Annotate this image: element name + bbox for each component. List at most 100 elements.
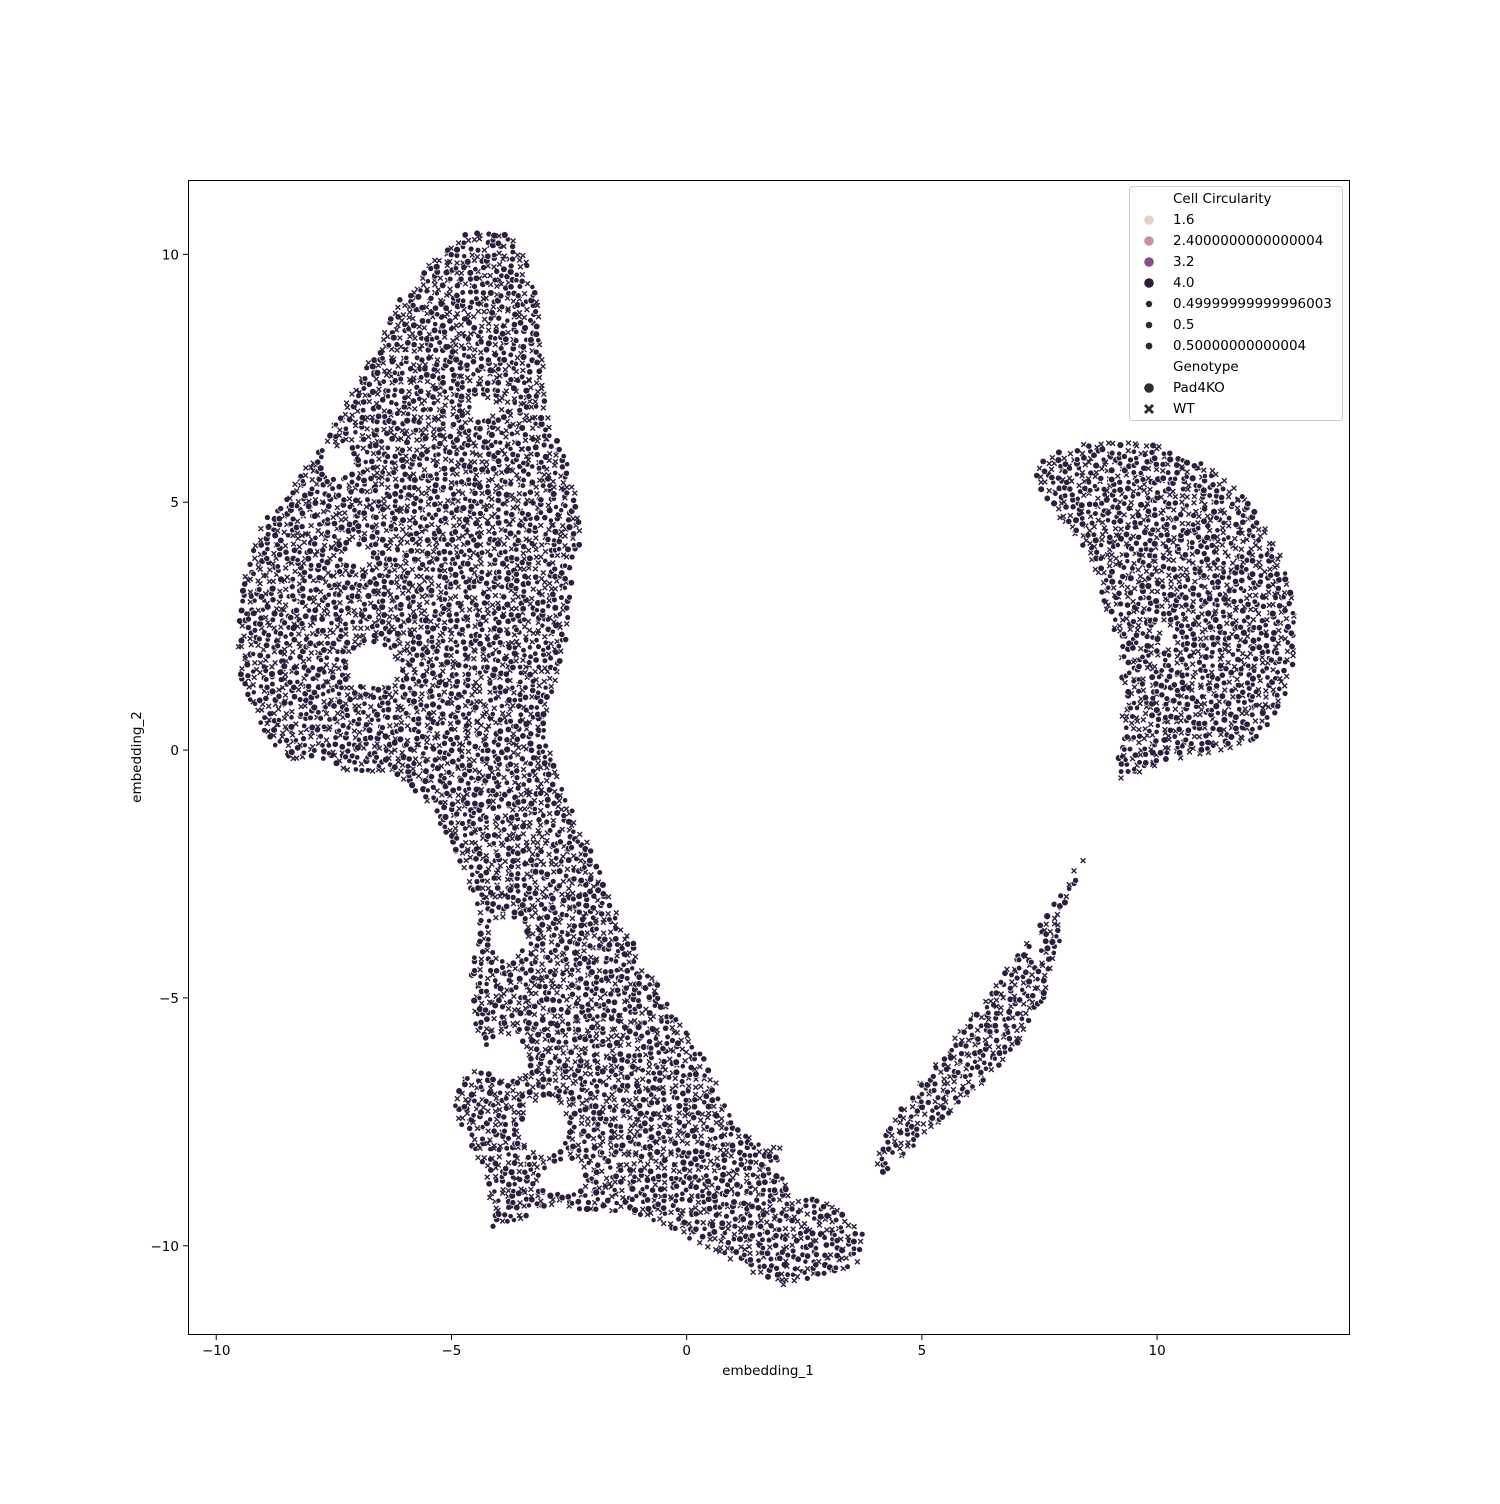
data-point-pad4ko (589, 1152, 597, 1160)
data-point-pad4ko (607, 968, 615, 975)
data-point-pad4ko (427, 342, 434, 349)
data-point-pad4ko (337, 414, 345, 422)
data-point-pad4ko (441, 775, 448, 782)
data-point-pad4ko (354, 754, 361, 761)
data-point-pad4ko (534, 934, 543, 943)
data-point-pad4ko (475, 849, 484, 858)
data-point-pad4ko (307, 587, 314, 594)
data-point-pad4ko (312, 534, 319, 542)
data-point-pad4ko (315, 709, 322, 716)
data-point-pad4ko (596, 869, 603, 876)
data-point-pad4ko (535, 1172, 542, 1179)
data-point-pad4ko (592, 1178, 600, 1186)
data-point-pad4ko (538, 901, 545, 908)
data-point-pad4ko (562, 469, 570, 477)
data-point-pad4ko (344, 579, 352, 587)
data-point-wt (326, 724, 333, 730)
data-point-pad4ko (519, 482, 527, 489)
data-point-pad4ko (527, 730, 535, 738)
data-point-pad4ko (532, 420, 539, 427)
data-point-pad4ko (343, 706, 350, 713)
data-point-wt (289, 732, 296, 738)
data-point-pad4ko (341, 474, 349, 481)
data-point-pad4ko (422, 793, 430, 801)
data-point-pad4ko (586, 856, 594, 865)
data-point-pad4ko (520, 647, 527, 654)
data-point-pad4ko (593, 1083, 600, 1090)
data-point-pad4ko (532, 348, 540, 356)
data-point-pad4ko (570, 875, 578, 883)
data-point-pad4ko (434, 311, 441, 318)
data-point-pad4ko (563, 1008, 572, 1016)
data-point-pad4ko (546, 827, 554, 834)
data-point-pad4ko (477, 801, 486, 809)
data-point-pad4ko (440, 464, 449, 473)
data-point-pad4ko (403, 438, 411, 446)
data-point-wt (315, 723, 321, 730)
data-point-pad4ko (635, 997, 642, 1004)
data-point-pad4ko (527, 856, 536, 865)
data-point-pad4ko (493, 967, 501, 975)
data-point-pad4ko (592, 1168, 601, 1176)
data-point-pad4ko (364, 496, 371, 503)
data-point-pad4ko (487, 1166, 495, 1174)
data-point-pad4ko (406, 685, 413, 692)
data-point-pad4ko (563, 912, 570, 919)
data-point-pad4ko (409, 301, 417, 309)
data-point-wt (246, 684, 252, 690)
data-point-pad4ko (462, 832, 469, 839)
data-point-pad4ko (570, 1109, 579, 1118)
data-point-pad4ko (631, 1206, 639, 1214)
data-point-pad4ko (492, 977, 499, 984)
data-point-pad4ko (470, 510, 478, 517)
data-point-wt (275, 637, 281, 643)
data-point-pad4ko (477, 1083, 485, 1091)
data-point-pad4ko (453, 810, 461, 818)
data-point-wt (281, 529, 288, 536)
data-point-pad4ko (488, 907, 496, 915)
data-point-pad4ko (467, 245, 475, 253)
data-point-wt (359, 566, 366, 573)
data-point-pad4ko (490, 640, 497, 646)
data-point-wt (323, 662, 330, 668)
data-point-wt (271, 625, 277, 631)
data-point-wt (355, 709, 362, 716)
data-point-pad4ko (555, 1087, 563, 1095)
data-point-pad4ko (432, 511, 439, 518)
data-point-pad4ko (403, 507, 411, 515)
data-point-wt (307, 733, 314, 740)
data-point-pad4ko (558, 937, 566, 945)
data-point-pad4ko (531, 889, 540, 898)
data-point-pad4ko (498, 303, 506, 311)
data-point-pad4ko (502, 335, 510, 343)
data-point-pad4ko (448, 800, 457, 808)
data-points-layer (235, 229, 1297, 1288)
data-point-pad4ko (329, 485, 336, 492)
data-point-wt (305, 531, 311, 537)
data-point-pad4ko (483, 1041, 490, 1048)
data-point-pad4ko (439, 637, 447, 645)
data-point-pad4ko (348, 478, 356, 486)
data-point-pad4ko (569, 966, 576, 974)
data-point-pad4ko (461, 645, 469, 653)
data-point-pad4ko (461, 450, 468, 458)
data-point-wt (342, 659, 349, 666)
data-point-pad4ko (476, 632, 483, 639)
data-point-pad4ko (304, 502, 313, 511)
data-point-pad4ko (505, 1180, 513, 1189)
data-point-pad4ko (630, 958, 638, 965)
data-point-pad4ko (521, 491, 528, 498)
data-point-pad4ko (340, 496, 348, 504)
data-point-pad4ko (354, 482, 360, 488)
data-point-wt (239, 665, 245, 672)
data-point-wt (330, 668, 336, 675)
data-point-pad4ko (612, 958, 620, 965)
data-point-wt (296, 640, 302, 647)
data-point-pad4ko (365, 726, 374, 734)
data-point-pad4ko (614, 941, 621, 948)
data-point-pad4ko (467, 288, 474, 296)
data-point-pad4ko (435, 506, 442, 513)
data-point-pad4ko (594, 1121, 602, 1128)
data-point-pad4ko (418, 317, 427, 325)
data-point-wt (330, 552, 337, 559)
